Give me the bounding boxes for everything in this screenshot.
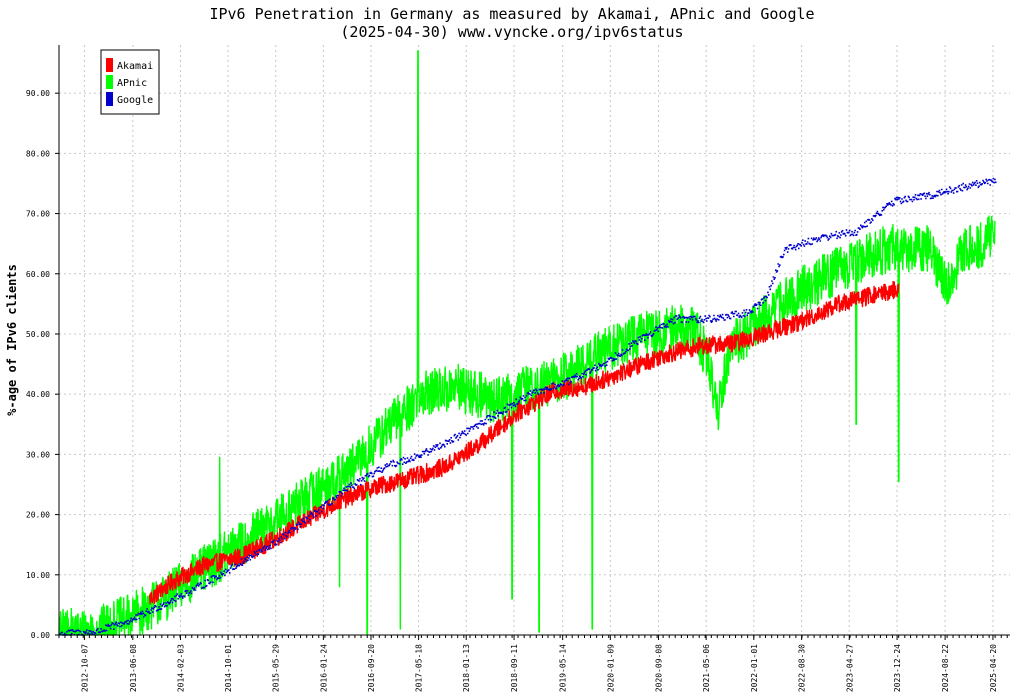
y-tick-label: 80.00	[26, 149, 50, 158]
legend: Akamai APnic Google	[100, 49, 160, 115]
x-tick-label: 2018-09-11	[510, 644, 519, 692]
legend-label-google: Google	[117, 95, 153, 106]
y-tick-label: 30.00	[26, 450, 50, 459]
y-tick-label: 10.00	[26, 571, 50, 580]
x-tick-label: 2022-08-30	[798, 644, 807, 692]
y-axis-label: %-age of IPv6 clients	[5, 264, 19, 416]
y-tick-label: 70.00	[26, 210, 50, 219]
chart-title: IPv6 Penetration in Germany as measured …	[209, 5, 814, 23]
series-group	[58, 50, 997, 636]
y-tick-label: 0.00	[31, 631, 50, 640]
x-tick-label: 2020-01-09	[606, 644, 615, 692]
y-tick-label: 60.00	[26, 270, 50, 279]
x-tick-label: 2022-01-01	[750, 644, 759, 692]
series-line-akamai	[149, 280, 900, 605]
chart-subtitle: (2025-04-30) www.vyncke.org/ipv6status	[340, 23, 683, 41]
x-tick-label: 2019-05-14	[559, 644, 568, 692]
x-tick-label: 2015-05-29	[272, 644, 281, 692]
x-tick-label: 2024-08-22	[941, 644, 950, 692]
x-tick-label: 2017-05-18	[415, 644, 424, 692]
x-tick-label: 2013-06-08	[129, 644, 138, 692]
x-tick-label: 2020-09-08	[655, 644, 664, 692]
x-tick-label: 2018-01-13	[462, 644, 471, 692]
x-tick-label: 2023-04-27	[845, 644, 854, 692]
legend-label-akamai: Akamai	[117, 61, 153, 72]
x-tick-label: 2016-01-24	[319, 644, 328, 692]
x-tick-label: 2012-10-07	[80, 644, 89, 692]
grid	[59, 45, 1010, 635]
y-ticks: 0.00 10.00 20.00 30.00 40.00 50.00 60.00 70.00 8…	[26, 89, 59, 640]
y-tick-label: 90.00	[26, 89, 50, 98]
y-tick-label: 20.00	[26, 511, 50, 520]
legend-swatch-akamai	[106, 58, 113, 72]
series-akamai	[149, 280, 900, 605]
legend-swatch-apnic	[106, 75, 113, 89]
x-tick-label: 2021-05-06	[702, 644, 711, 692]
x-tick-label: 2014-02-03	[176, 644, 185, 692]
legend-label-apnic: APnic	[117, 78, 147, 89]
x-tick-label: 2014-10-01	[224, 644, 233, 692]
y-tick-label: 40.00	[26, 390, 50, 399]
y-tick-label: 50.00	[26, 330, 50, 339]
x-tick-label: 2023-12-24	[893, 644, 902, 692]
axes	[58, 45, 1010, 636]
series-apnic	[58, 50, 996, 636]
x-tick-label: 2016-09-20	[367, 644, 376, 692]
x-ticks: 2012-10-07 2013-06-08 2014-02-03 2014-10-01…	[58, 635, 1008, 692]
legend-swatch-google	[106, 92, 113, 106]
x-tick-label: 2025-04-20	[989, 644, 998, 692]
series-line-apnic	[58, 50, 996, 636]
